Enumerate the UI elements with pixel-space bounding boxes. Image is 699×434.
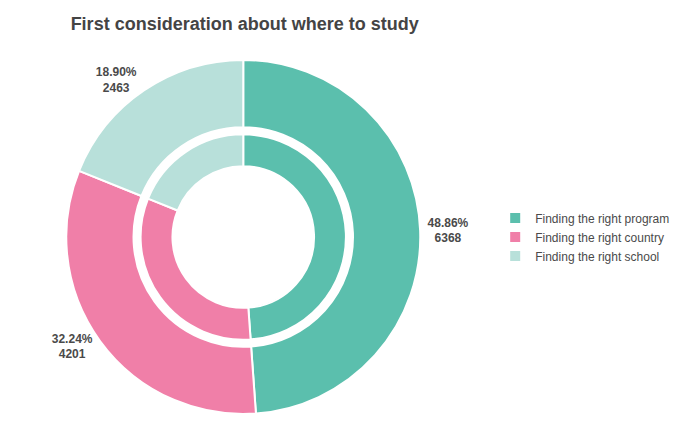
svg-text:48.86%6368: 48.86%6368 bbox=[428, 216, 469, 246]
svg-text:First consideration about wher: First consideration about where to study bbox=[71, 14, 419, 34]
svg-text:Finding the right school: Finding the right school bbox=[535, 250, 659, 264]
svg-text:18.90%2463: 18.90%2463 bbox=[96, 65, 137, 95]
svg-text:Finding the right country: Finding the right country bbox=[535, 231, 664, 245]
svg-text:Finding the right program: Finding the right program bbox=[535, 212, 669, 226]
svg-text:32.24%4201: 32.24%4201 bbox=[52, 332, 93, 362]
